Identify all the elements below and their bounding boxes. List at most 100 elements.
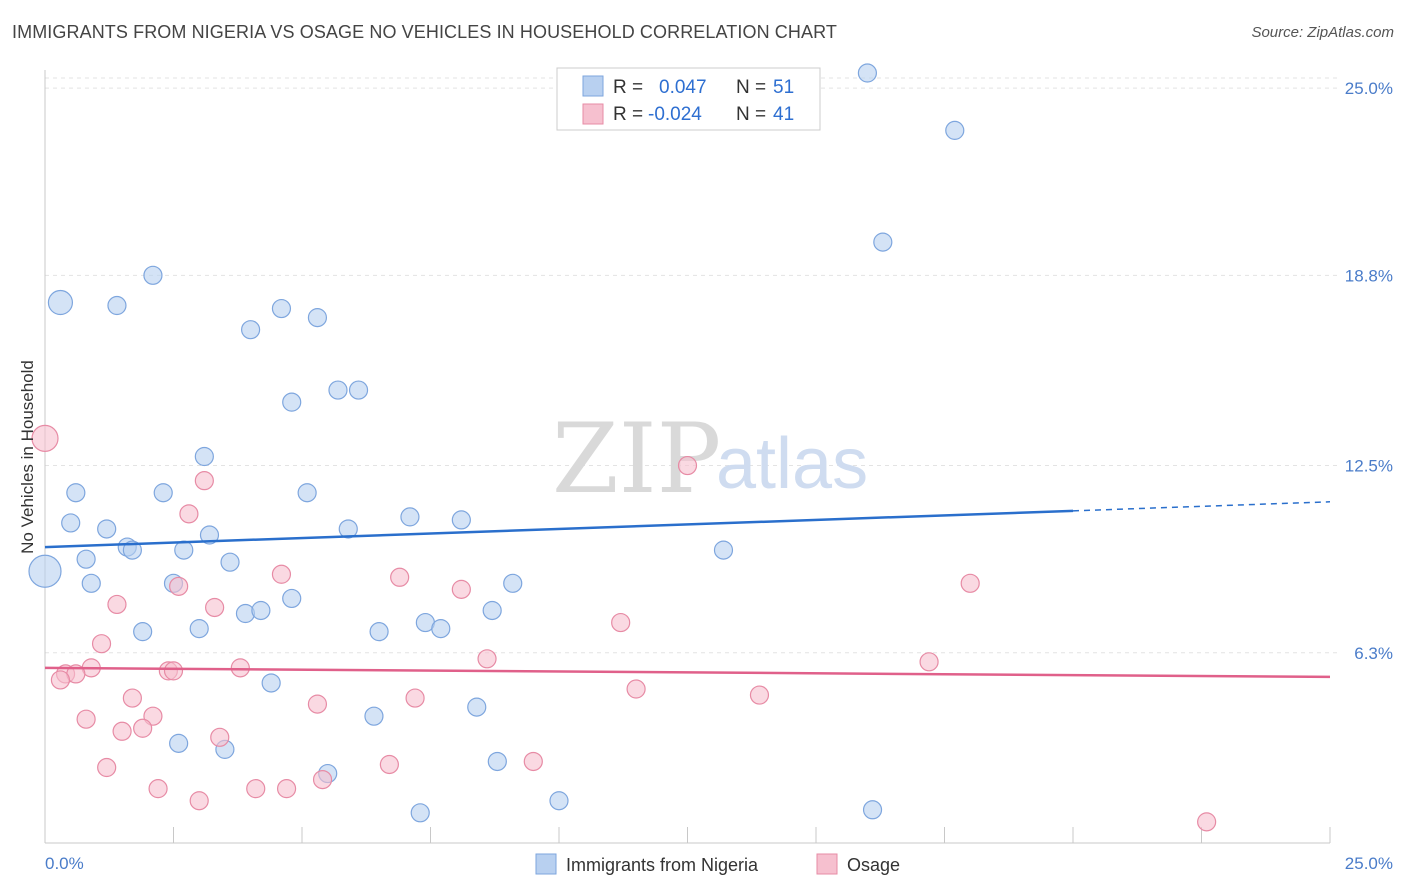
osage-point <box>97 757 117 778</box>
y-axis-label: No Vehicles in Household <box>18 360 37 554</box>
nigeria-point <box>307 308 328 328</box>
nigeria-point <box>107 295 127 316</box>
nigeria-trend-line <box>44 509 1074 549</box>
trend-lines <box>44 501 1331 679</box>
nigeria-point <box>400 507 420 527</box>
nigeria-point <box>174 540 194 560</box>
osage-point <box>379 754 399 775</box>
osage-point <box>626 679 646 699</box>
osage-point <box>148 779 168 799</box>
osage-point <box>133 718 153 738</box>
data-points <box>28 63 1217 832</box>
osage-point <box>230 658 250 678</box>
osage-point <box>919 652 939 672</box>
nigeria-point <box>410 803 430 823</box>
nigeria-point <box>61 513 81 533</box>
series-legend: Immigrants from Nigeria Osage <box>535 853 900 875</box>
y-tick-label: 18.8% <box>1345 266 1393 285</box>
nigeria-point <box>122 540 142 560</box>
osage-point <box>107 594 127 615</box>
nigeria-point <box>220 552 240 572</box>
osage-point <box>1197 812 1217 832</box>
nigeria-point <box>857 63 878 83</box>
osage-point <box>112 721 132 741</box>
watermark-zip: ZIP <box>552 403 721 515</box>
nigeria-point <box>467 697 487 717</box>
nigeria-point <box>873 232 893 252</box>
legend-swatch-blue <box>582 75 604 97</box>
y-tick-label: 6.3% <box>1354 644 1393 663</box>
nigeria-point <box>199 525 220 545</box>
nigeria-point <box>503 573 523 593</box>
nigeria-point <box>47 289 74 316</box>
osage-point <box>307 694 328 714</box>
y-tick-label: 25.0% <box>1345 79 1393 98</box>
osage-point <box>611 612 631 633</box>
osage-point <box>960 573 980 593</box>
nigeria-point <box>369 622 389 642</box>
legend-n-label-2: N = <box>736 104 766 125</box>
osage-point <box>194 471 214 491</box>
osage-point <box>163 661 184 681</box>
legend-swatch-pink <box>582 103 604 125</box>
osage-point <box>405 688 425 708</box>
nigeria-trend-extension <box>1072 501 1331 512</box>
nigeria-point <box>169 733 189 753</box>
osage-point <box>312 769 333 790</box>
osage-point <box>451 579 471 599</box>
nigeria-point <box>97 519 117 539</box>
osage-point <box>477 649 497 669</box>
nigeria-point <box>241 320 261 340</box>
series-legend-label-osage: Osage <box>847 855 900 875</box>
nigeria-point <box>76 549 96 569</box>
legend-r-value-1: 0.047 <box>659 77 707 98</box>
nigeria-point <box>143 265 163 285</box>
osage-point <box>91 634 112 654</box>
nigeria-point <box>282 588 302 609</box>
chart-source: Source: ZipAtlas.com <box>1251 24 1394 41</box>
legend-n-value-1: 51 <box>773 77 794 98</box>
watermark-atlas: atlas <box>716 424 868 504</box>
nigeria-point <box>194 446 214 467</box>
nigeria-point <box>282 392 302 412</box>
osage-point <box>677 455 698 476</box>
nigeria-point <box>251 600 271 621</box>
y-tick-label: 12.5% <box>1345 457 1393 476</box>
nigeria-point <box>862 800 883 820</box>
osage-point <box>179 504 199 524</box>
osage-point <box>276 779 297 799</box>
osage-point <box>749 685 770 705</box>
osage-point <box>31 424 59 452</box>
osage-point <box>210 727 230 747</box>
nigeria-point <box>153 483 173 503</box>
osage-point <box>271 564 292 584</box>
axes <box>44 70 1331 844</box>
nigeria-point <box>28 554 62 588</box>
osage-point <box>50 670 71 690</box>
nigeria-point <box>338 519 358 539</box>
nigeria-point <box>261 673 281 693</box>
legend-n-value-2: 41 <box>773 104 794 125</box>
nigeria-point <box>271 298 292 319</box>
osage-point <box>205 597 225 618</box>
osage-point <box>390 567 410 587</box>
osage-point <box>523 751 543 772</box>
nigeria-point <box>482 600 502 621</box>
nigeria-point <box>81 573 101 593</box>
osage-point <box>76 709 96 729</box>
nigeria-point <box>328 380 348 400</box>
nigeria-point <box>189 619 209 639</box>
nigeria-point <box>431 619 451 639</box>
legend-r-label-1: R = <box>613 77 643 98</box>
nigeria-point <box>297 483 317 503</box>
osage-point <box>169 576 189 596</box>
legend-n-label-1: N = <box>736 77 766 98</box>
nigeria-point <box>348 380 369 400</box>
x-tick-labels: 0.0% 25.0% <box>45 854 1393 873</box>
nigeria-point <box>235 603 256 624</box>
y-tick-labels: 6.3% 12.5% 18.8% 25.0% <box>1345 79 1393 663</box>
nigeria-point <box>66 483 86 503</box>
series-legend-label-nigeria: Immigrants from Nigeria <box>566 855 759 875</box>
nigeria-point <box>549 791 569 811</box>
